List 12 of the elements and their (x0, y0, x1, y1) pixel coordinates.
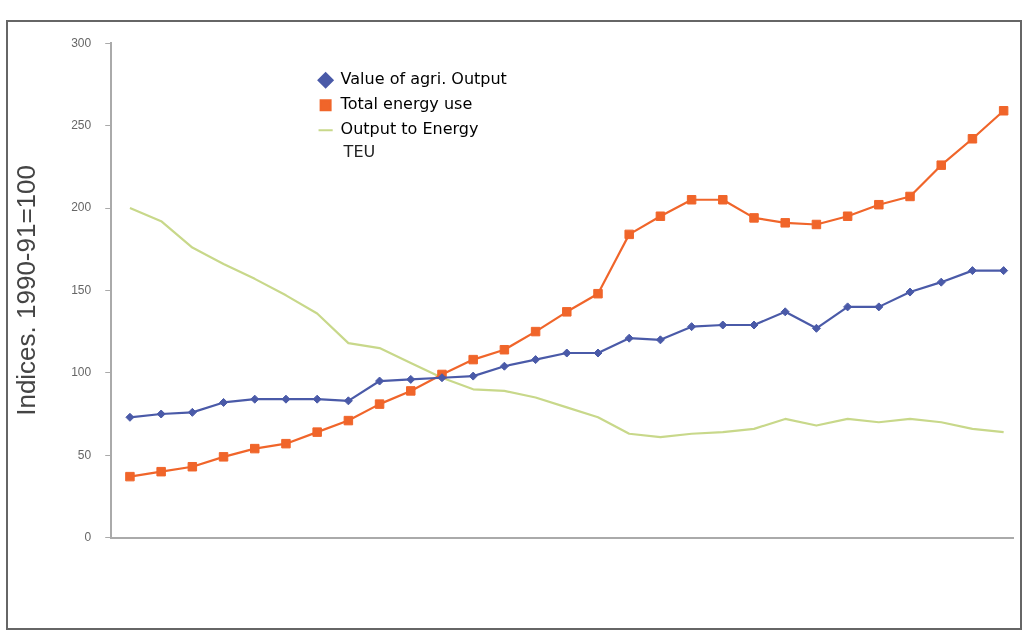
y-tick-label: 150 (71, 282, 92, 297)
y-tick-label: 100 (71, 365, 92, 380)
y-tick-label: 200 (71, 200, 92, 215)
y-tick-label: 300 (71, 35, 92, 50)
y-tick-label: 50 (77, 447, 92, 462)
legend-label: Output to Energy (340, 119, 479, 139)
y-axis-title: Indices. 1990-91=100 (10, 164, 41, 416)
legend-label: Total energy use (339, 94, 473, 114)
y-tick-label: 250 (71, 117, 92, 132)
annotation: TEU (342, 141, 376, 164)
y-tick-label: 0 (84, 529, 92, 544)
legend-label: Value of agri. Output (340, 69, 507, 89)
